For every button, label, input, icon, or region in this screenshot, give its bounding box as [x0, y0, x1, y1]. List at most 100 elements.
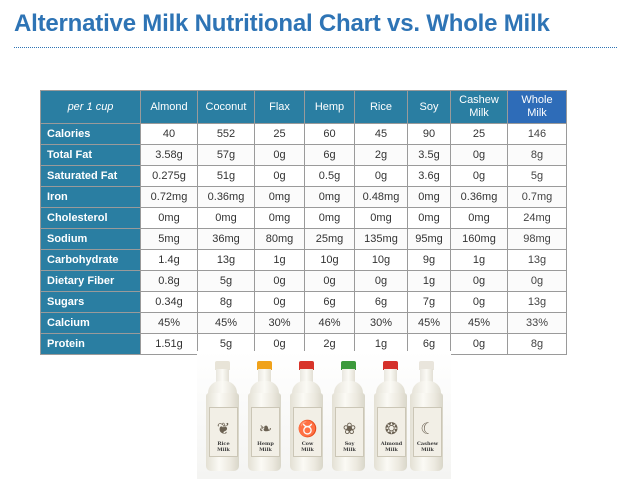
table-cell: 98mg: [507, 228, 567, 250]
milk-bottles-photo: ❦ Rice Milk ❧ Hemp Milk ♉ Cow Milk ❀ Soy Milk ❂ Almon…: [197, 351, 451, 479]
column-header-label: Rice: [369, 100, 392, 113]
table-cell: 0g: [507, 270, 567, 292]
cashew-icon: ☾: [420, 421, 435, 438]
column-header-soy: Soy: [407, 90, 451, 124]
table-cell: 0mg: [254, 186, 305, 208]
table-cell: 3.5g: [407, 144, 451, 166]
bottle-label-line1: Soy: [344, 441, 355, 447]
milk-bottle: ❂ Almond Milk: [373, 361, 408, 473]
table-cell: 0.5g: [304, 165, 355, 187]
table-cell: 0.275g: [140, 165, 198, 187]
table-cell: 51g: [197, 165, 255, 187]
table-cell: 0g: [254, 144, 305, 166]
table-body: Calories 40 552 25 60 45 90 25 146 Total Fat 3.58g…: [40, 123, 567, 355]
row-label: Cholesterol: [40, 207, 141, 229]
table-cell: 0.36mg: [197, 186, 255, 208]
hemp-leaf-icon: ❧: [258, 421, 273, 438]
nutrition-table-container: per 1 cup Almond Coconut Flax Hemp Rice …: [40, 90, 567, 355]
column-header-label: Coconut: [205, 100, 247, 113]
table-cell: 46%: [304, 312, 355, 334]
table-cell: 25mg: [304, 228, 355, 250]
table-row: Dietary Fiber 0.8g 5g 0g 0g 0g 1g 0g 0g: [40, 270, 567, 292]
table-row: Protein 1.51g 5g 0g 2g 1g 6g 0g 8g: [40, 333, 567, 355]
table-cell: 8g: [507, 144, 567, 166]
row-label: Saturated Fat: [40, 165, 141, 187]
rice-plant-icon: ❦: [216, 421, 231, 438]
table-cell: 5g: [197, 333, 255, 355]
bottle-label-text: Rice Milk: [217, 441, 230, 453]
cow-icon: ♉: [297, 421, 318, 438]
table-cell: 0g: [254, 291, 305, 313]
table-cell: 0g: [304, 270, 355, 292]
table-cell: 0g: [450, 333, 508, 355]
bottle-label-line1: Cow: [301, 441, 314, 447]
table-cell: 0mg: [354, 207, 408, 229]
bottle-cap: [299, 361, 314, 370]
row-label: Calories: [40, 123, 141, 145]
bottle-neck: [300, 369, 313, 383]
bottle-label: ❧ Hemp Milk: [251, 407, 280, 457]
table-cell: 3.58g: [140, 144, 198, 166]
table-cell: 8g: [197, 291, 255, 313]
table-cell: 0g: [450, 291, 508, 313]
corner-header: per 1 cup: [40, 90, 141, 124]
table-cell: 45%: [140, 312, 198, 334]
table-cell: 552: [197, 123, 255, 145]
bottle-shoulder: [208, 381, 237, 395]
bottle-neck: [342, 369, 355, 383]
table-row: Sodium 5mg 36mg 80mg 25mg 135mg 95mg 160mg 98mg: [40, 228, 567, 250]
bottle-label-line2: Milk: [217, 447, 230, 453]
table-cell: 0mg: [450, 207, 508, 229]
bottle-neck: [258, 369, 271, 383]
table-cell: 160mg: [450, 228, 508, 250]
bottle-label-line1: Cashew: [416, 441, 439, 447]
bottle-label-text: Hemp Milk: [257, 441, 274, 453]
bottle-label-line2: Milk: [421, 447, 434, 453]
table-cell: 3.6g: [407, 165, 451, 187]
table-cell: 6g: [304, 144, 355, 166]
column-header-label: Almond: [150, 100, 188, 113]
column-header-label: Cashew: [459, 94, 499, 106]
table-cell: 57g: [197, 144, 255, 166]
table-cell: 33%: [507, 312, 567, 334]
table-cell: 40: [140, 123, 198, 145]
table-cell: 1g: [254, 249, 305, 271]
table-row: Calories 40 552 25 60 45 90 25 146: [40, 123, 567, 145]
bottle-label-line2: Milk: [385, 447, 398, 453]
table-cell: 135mg: [354, 228, 408, 250]
table-cell: 0mg: [304, 186, 355, 208]
column-header-label: Whole: [521, 94, 553, 106]
table-row: Sugars 0.34g 8g 0g 6g 6g 7g 0g 13g: [40, 291, 567, 313]
bottle-neck: [216, 369, 229, 383]
bottle-shoulder: [292, 381, 321, 395]
bottle-label-text: Almond Milk: [381, 441, 403, 453]
almond-icon: ❂: [384, 421, 399, 438]
table-cell: 95mg: [407, 228, 451, 250]
bottle-label: ❀ Soy Milk: [335, 407, 364, 457]
table-cell: 13g: [507, 249, 567, 271]
table-cell: 45%: [197, 312, 255, 334]
column-header-coconut: Coconut: [197, 90, 255, 124]
table-cell: 6g: [407, 333, 451, 355]
column-header-flax: Flax: [254, 90, 305, 124]
milk-bottle: ♉ Cow Milk: [289, 361, 324, 473]
column-header-cashew-milk: Cashew Milk: [450, 90, 508, 124]
table-cell: 2g: [304, 333, 355, 355]
table-cell: 9g: [407, 249, 451, 271]
table-row: Iron 0.72mg 0.36mg 0mg 0mg 0.48mg 0mg 0.36mg 0.7…: [40, 186, 567, 208]
table-cell: 13g: [197, 249, 255, 271]
table-cell: 25: [450, 123, 508, 145]
bottle-label-line1: Rice: [217, 441, 230, 447]
table-cell: 0g: [450, 165, 508, 187]
column-header-whole-milk: Whole Milk: [507, 90, 567, 124]
table-cell: 36mg: [197, 228, 255, 250]
table-cell: 0g: [450, 144, 508, 166]
page-title: Alternative Milk Nutritional Chart vs. W…: [14, 10, 550, 37]
table-cell: 6g: [354, 291, 408, 313]
row-label: Sodium: [40, 228, 141, 250]
row-label: Sugars: [40, 291, 141, 313]
table-cell: 10g: [304, 249, 355, 271]
milk-bottle: ☾ Cashew Milk: [409, 361, 444, 473]
bottle-cap: [419, 361, 434, 370]
column-header-label-line2: Milk: [527, 107, 547, 119]
